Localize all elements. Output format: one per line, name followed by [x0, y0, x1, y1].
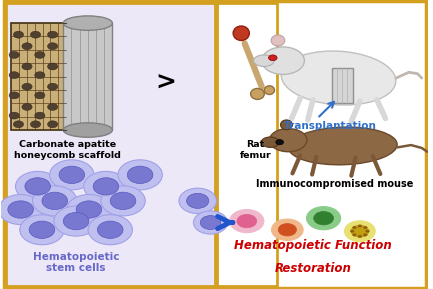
FancyBboxPatch shape	[217, 3, 277, 286]
Circle shape	[76, 201, 102, 218]
Circle shape	[352, 226, 356, 229]
Circle shape	[9, 72, 19, 79]
Circle shape	[30, 121, 41, 128]
Circle shape	[35, 51, 45, 58]
FancyBboxPatch shape	[332, 68, 353, 103]
Circle shape	[29, 221, 55, 238]
Circle shape	[30, 31, 41, 38]
Polygon shape	[63, 23, 113, 130]
Circle shape	[59, 166, 84, 184]
Ellipse shape	[63, 123, 113, 137]
Circle shape	[345, 221, 375, 242]
Circle shape	[358, 225, 362, 227]
Ellipse shape	[63, 16, 113, 30]
Circle shape	[48, 43, 58, 50]
Circle shape	[271, 219, 303, 240]
Circle shape	[313, 212, 333, 225]
Text: Transplantation: Transplantation	[284, 121, 376, 131]
Circle shape	[63, 212, 89, 230]
Circle shape	[20, 215, 64, 245]
Circle shape	[363, 226, 368, 229]
Circle shape	[22, 63, 32, 70]
Circle shape	[67, 194, 111, 225]
Ellipse shape	[281, 120, 292, 130]
Circle shape	[230, 210, 264, 233]
Circle shape	[101, 186, 145, 216]
Circle shape	[13, 121, 24, 128]
Circle shape	[54, 206, 98, 236]
Ellipse shape	[269, 129, 307, 152]
Circle shape	[351, 225, 369, 237]
Circle shape	[110, 192, 136, 210]
Ellipse shape	[262, 47, 304, 74]
Ellipse shape	[271, 35, 285, 46]
FancyBboxPatch shape	[6, 3, 215, 286]
Circle shape	[358, 235, 362, 238]
FancyBboxPatch shape	[3, 1, 426, 288]
Circle shape	[88, 215, 132, 245]
Circle shape	[22, 43, 32, 50]
Ellipse shape	[251, 88, 264, 99]
Ellipse shape	[233, 26, 249, 40]
Circle shape	[25, 178, 51, 195]
Circle shape	[179, 188, 216, 214]
Circle shape	[48, 103, 58, 110]
Ellipse shape	[261, 137, 279, 147]
Circle shape	[352, 234, 356, 236]
Circle shape	[48, 63, 58, 70]
Circle shape	[93, 178, 119, 195]
Circle shape	[118, 160, 162, 190]
Circle shape	[200, 216, 221, 229]
Circle shape	[35, 112, 45, 119]
Circle shape	[35, 72, 45, 79]
Circle shape	[9, 51, 19, 58]
Text: >: >	[155, 70, 176, 95]
Circle shape	[365, 230, 370, 233]
Text: Hematopoietic Function: Hematopoietic Function	[234, 239, 392, 252]
Ellipse shape	[264, 86, 275, 95]
Text: Rat
femur: Rat femur	[239, 140, 271, 160]
Ellipse shape	[281, 51, 396, 105]
Circle shape	[307, 207, 341, 230]
Circle shape	[268, 55, 277, 61]
Circle shape	[13, 31, 24, 38]
Circle shape	[97, 221, 123, 238]
Ellipse shape	[254, 55, 274, 66]
Circle shape	[187, 193, 209, 208]
Circle shape	[363, 234, 368, 236]
Circle shape	[42, 192, 68, 210]
Circle shape	[84, 171, 128, 201]
Circle shape	[0, 194, 43, 225]
Polygon shape	[11, 23, 66, 130]
Circle shape	[16, 171, 60, 201]
Circle shape	[194, 211, 228, 234]
Circle shape	[50, 160, 94, 190]
Circle shape	[48, 83, 58, 90]
Circle shape	[237, 214, 257, 228]
Ellipse shape	[288, 127, 397, 165]
Circle shape	[9, 112, 19, 119]
Circle shape	[350, 230, 354, 233]
Circle shape	[278, 224, 297, 236]
Circle shape	[35, 92, 45, 99]
Text: Carbonate apatite
honeycomb scaffold: Carbonate apatite honeycomb scaffold	[14, 140, 121, 160]
Circle shape	[32, 186, 77, 216]
Circle shape	[48, 121, 58, 128]
Circle shape	[22, 103, 32, 110]
Circle shape	[48, 31, 58, 38]
Text: Restoration: Restoration	[275, 262, 351, 275]
Circle shape	[9, 92, 19, 99]
Circle shape	[8, 201, 33, 218]
Circle shape	[127, 166, 153, 184]
Circle shape	[276, 140, 284, 145]
Text: Hematopoietic
stem cells: Hematopoietic stem cells	[33, 251, 120, 273]
Text: Immunocompromised mouse: Immunocompromised mouse	[255, 179, 413, 189]
Circle shape	[22, 83, 32, 90]
